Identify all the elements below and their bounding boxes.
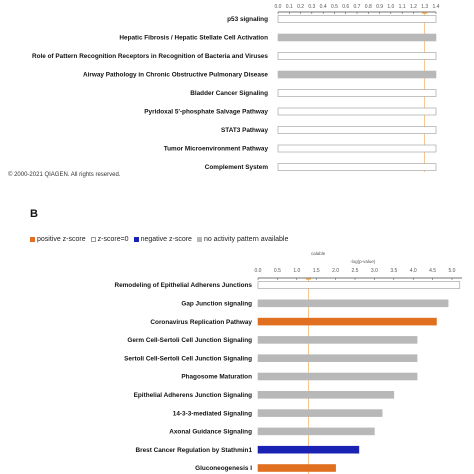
bar: [277, 107, 437, 116]
x-tick-label: 0.6: [342, 4, 349, 10]
bar: [257, 409, 383, 417]
category-label: Coronavirus Replication Pathway: [150, 319, 252, 326]
bar: [277, 15, 437, 23]
copyright-text: © 2000-2021 QIAGEN. All rights reserved.: [8, 172, 121, 178]
x-tick-label: 2.0: [332, 268, 339, 274]
x-tick-label: 0.9: [376, 4, 383, 10]
category-label: Airway Pathology in Chronic Obstructive …: [83, 72, 268, 79]
x-tick-label: 0.5: [331, 4, 338, 10]
x-tick-label: 1.5: [313, 268, 320, 274]
legend-swatch-zero: [90, 237, 96, 242]
bar: [257, 299, 449, 308]
category-label: Gap Junction signaling: [181, 301, 252, 308]
x-tick-label: 4.0: [410, 268, 417, 274]
x-axis-title: -log(p-value): [350, 259, 376, 264]
legend-label-none: no activity pattern available: [203, 236, 289, 243]
category-label: Role of Pattern Recognition Receptors in…: [32, 53, 268, 60]
chart-a: 0.0 0.1 0.2 0.3 0.4 0.5 0.6 0.7 0.8 0.9 1.0 1.1 1.2 1…: [32, 4, 440, 172]
bar: [257, 391, 395, 399]
legend-item-none: no activity pattern available: [196, 236, 289, 243]
category-label: Tumor Microenvironment Pathway: [164, 146, 269, 153]
x-tick-label: 1.1: [399, 4, 406, 10]
bar: [257, 464, 336, 472]
x-tick-label: 0.8: [365, 4, 372, 10]
legend-item-positive: positive z-score: [30, 236, 86, 243]
category-label: Pyridoxal 5'-phosphate Salvage Pathway: [144, 109, 268, 116]
bar: [257, 317, 437, 326]
x-tick-label: 1.3: [421, 4, 428, 10]
bar: [277, 33, 437, 42]
x-tick-label: 4.5: [429, 268, 436, 274]
category-label: p53 signaling: [227, 16, 268, 23]
x-tick-label: 0.3: [308, 4, 315, 10]
bar: [277, 163, 437, 171]
bar: [257, 336, 418, 344]
x-tick-label: 1.2: [410, 4, 417, 10]
chart-b: 0.0 0.5 1.0 1.5 2.0 2.5 3.0 3.5 4.0 4.5 5.0 Remodel…: [114, 251, 462, 474]
legend-swatch-negative: [133, 237, 139, 242]
bar: [257, 445, 360, 454]
legend-label-zero: z-score=0: [97, 236, 129, 243]
x-tick-label: 0.0: [255, 268, 262, 274]
legend-swatch-none: [196, 237, 202, 242]
legend: positive z-score z-score=0 negative z-sc…: [30, 236, 293, 243]
category-label: Hepatic Fibrosis / Hepatic Stellate Cell…: [119, 35, 268, 42]
x-tick-label: 0.2: [297, 4, 304, 10]
category-label: 14-3-3-mediated Signaling: [173, 410, 252, 417]
category-label: Brest Cancer Regulation by Stathmin1: [136, 447, 253, 454]
x-tick-label: 5.0: [449, 268, 456, 274]
x-tick-label: 1.0: [293, 268, 300, 274]
x-tick-label: 3.0: [371, 268, 378, 274]
category-label: STAT3 Pathway: [221, 127, 268, 134]
x-tick-label: 3.5: [390, 268, 397, 274]
bar: [257, 372, 418, 381]
bar: [277, 89, 437, 97]
category-label: Axonal Guidance Signaling: [169, 429, 252, 436]
bar: [277, 52, 437, 60]
bar: [257, 354, 418, 362]
bar: [257, 281, 461, 289]
x-tick-label: 2.5: [352, 268, 359, 274]
x-tick-label: 0.0: [275, 4, 282, 10]
bar: [277, 126, 437, 134]
x-tick-label: 0.1: [286, 4, 293, 10]
category-label: Germ Cell-Sertoli Cell Junction Signalin…: [127, 337, 252, 344]
x-tick-label: 0.7: [354, 4, 361, 10]
category-label: Phagosome Maturation: [181, 374, 252, 381]
x-tick-label: 0.5: [274, 268, 281, 274]
legend-label-negative: negative z-score: [140, 236, 192, 243]
category-label: Complement System: [205, 164, 269, 171]
x-tick-label: 0.4: [320, 4, 327, 10]
category-label: Sertoli Cell-Sertoli Cell Junction Signa…: [124, 355, 252, 362]
category-label: Epithelial Adherens Junction Signaling: [134, 392, 252, 399]
category-label: Gluconeogenesis I: [195, 465, 252, 472]
bar: [277, 70, 437, 79]
legend-swatch-positive: [30, 237, 35, 242]
top-label: calable: [311, 251, 326, 256]
panel-b-label: B: [30, 208, 38, 220]
legend-item-zero: z-score=0: [90, 236, 129, 243]
category-label: Remodeling of Epithelial Adherens Juncti…: [114, 282, 252, 289]
x-tick-label: 1.4: [433, 4, 440, 10]
bar: [277, 144, 437, 153]
x-tick-label: 1.0: [387, 4, 394, 10]
legend-item-negative: negative z-score: [133, 236, 192, 243]
bar: [257, 427, 375, 436]
category-label: Bladder Cancer Signaling: [190, 90, 268, 97]
legend-label-positive: positive z-score: [37, 236, 86, 243]
